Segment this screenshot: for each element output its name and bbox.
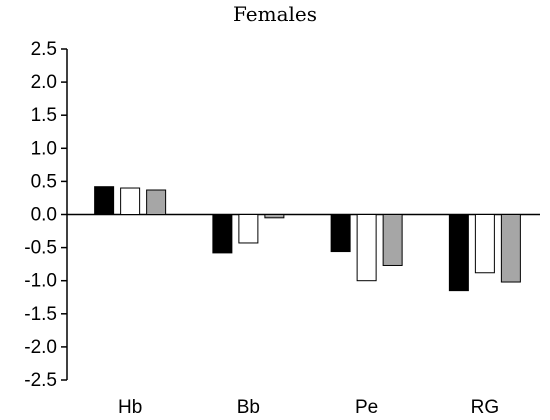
- y-tick-label: -1.0: [24, 271, 57, 292]
- x-category-label: RG: [471, 397, 500, 418]
- y-tick-label: 1.0: [31, 138, 57, 159]
- bar-hb-s1: [94, 186, 115, 215]
- bar-pe-s1: [330, 214, 351, 253]
- bar-pe-s2: [356, 214, 377, 282]
- bar-bb-s2: [238, 214, 259, 244]
- y-tick-label: -2.5: [24, 370, 57, 391]
- y-tick-label: -1.5: [24, 304, 57, 325]
- y-tick-label: 0.0: [31, 205, 57, 226]
- bar-bb-s1: [212, 214, 233, 254]
- bar-rg-s3: [500, 214, 521, 283]
- bar-bb-s3: [264, 214, 285, 219]
- x-category-label: Hb: [118, 397, 142, 418]
- y-tick-label: 1.5: [31, 105, 57, 126]
- bar-hb-s2: [120, 187, 141, 216]
- y-tick-label: 2.0: [31, 72, 57, 93]
- bar-pe-s3: [382, 214, 403, 266]
- y-tick-label: -0.5: [24, 238, 57, 259]
- x-category-label: Pe: [355, 397, 378, 418]
- y-tick-label: 2.5: [31, 39, 57, 60]
- x-category-label: Bb: [237, 397, 260, 418]
- y-tick-label: 0.5: [31, 171, 57, 192]
- bar-rg-s1: [448, 214, 469, 292]
- y-tick-label: -2.0: [24, 337, 57, 358]
- chart-title: Females: [232, 2, 317, 26]
- bar-hb-s3: [146, 189, 167, 215]
- bar-rg-s2: [474, 214, 495, 274]
